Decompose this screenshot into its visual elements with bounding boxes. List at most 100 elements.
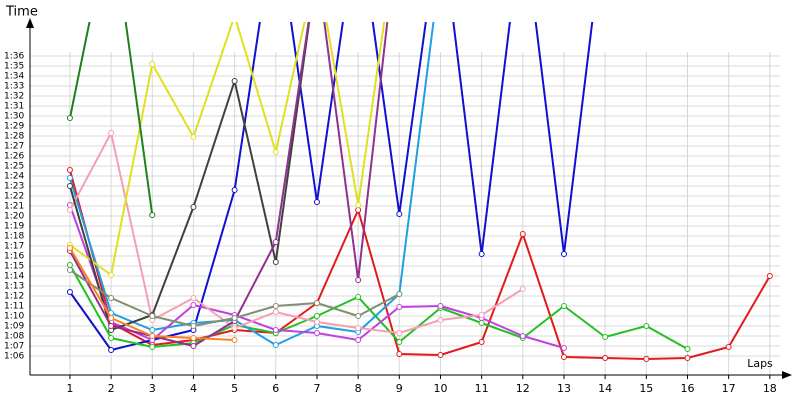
- data-point: [190, 335, 197, 341]
- y-tick-label: 1:34: [4, 72, 24, 82]
- y-tick-label: 1:10: [4, 312, 24, 322]
- series-line: [68, 169, 771, 360]
- y-tick-label: 1:33: [4, 82, 24, 92]
- data-point: [643, 356, 650, 362]
- data-point: [149, 313, 156, 319]
- data-point: [108, 323, 115, 329]
- data-point: [437, 317, 444, 323]
- data-point: [560, 354, 567, 360]
- y-tick-label: 1:15: [4, 262, 24, 272]
- y-tick-label: 1:13: [4, 282, 24, 292]
- data-point: [66, 289, 73, 295]
- y-tick-label: 1:19: [4, 222, 24, 232]
- x-tick-label: 5: [231, 382, 238, 395]
- data-point: [108, 130, 115, 136]
- x-tick-label: 18: [763, 382, 777, 395]
- data-point: [396, 351, 403, 357]
- data-point: [231, 78, 238, 84]
- data-point: [560, 303, 567, 309]
- x-tick-label: 13: [557, 382, 571, 395]
- series-line: [69, 132, 524, 334]
- data-point: [437, 352, 444, 358]
- data-point: [190, 302, 197, 308]
- data-point: [108, 272, 115, 278]
- data-point: [190, 204, 197, 210]
- data-point: [313, 199, 320, 205]
- series-line: [69, 22, 386, 276]
- data-point: [396, 211, 403, 217]
- data-point: [149, 327, 156, 333]
- data-point: [272, 303, 279, 309]
- data-point: [272, 149, 279, 155]
- y-tick-label: 1:31: [4, 102, 24, 112]
- data-point: [396, 304, 403, 310]
- x-tick-label: 14: [598, 382, 612, 395]
- y-tick-label: 1:21: [4, 202, 24, 212]
- data-point: [313, 313, 320, 319]
- data-point: [66, 207, 73, 213]
- y-tick-label: 1:11: [4, 302, 24, 312]
- data-point: [272, 239, 279, 245]
- y-tick-label: 1:06: [4, 352, 24, 362]
- data-point: [272, 309, 279, 315]
- y-tick-label: 1:07: [4, 342, 24, 352]
- data-point: [355, 325, 362, 331]
- data-point: [519, 231, 526, 237]
- x-tick-label: 2: [108, 382, 115, 395]
- data-point: [66, 183, 73, 189]
- y-arrow: [26, 18, 34, 28]
- data-point: [396, 339, 403, 345]
- data-point: [560, 345, 567, 351]
- y-tick-label: 1:18: [4, 232, 24, 242]
- data-point: [355, 277, 362, 283]
- data-point: [231, 187, 238, 193]
- data-point: [272, 259, 279, 265]
- y-tick-label: 1:17: [4, 242, 24, 252]
- data-point: [602, 355, 609, 361]
- data-point: [66, 262, 73, 268]
- x-tick-label: 17: [722, 382, 736, 395]
- data-point: [190, 134, 197, 140]
- data-point: [149, 212, 156, 218]
- data-point: [643, 323, 650, 329]
- y-tick-label: 1:24: [4, 172, 24, 182]
- data-point: [231, 315, 238, 321]
- data-point: [355, 294, 362, 300]
- y-tick-label: 1:12: [4, 292, 24, 302]
- x-tick-label: 16: [680, 382, 694, 395]
- data-point: [66, 167, 73, 173]
- data-point: [108, 315, 115, 321]
- data-point: [231, 337, 238, 343]
- y-tick-label: 1:32: [4, 92, 24, 102]
- data-point: [396, 291, 403, 297]
- y-tick-label: 1:26: [4, 152, 24, 162]
- data-point: [108, 335, 115, 341]
- data-point: [231, 325, 238, 331]
- data-point: [478, 251, 485, 257]
- x-tick-label: 8: [355, 382, 362, 395]
- y-tick-label: 1:30: [4, 112, 24, 122]
- x-tick-label: 9: [396, 382, 403, 395]
- x-tick-label: 6: [272, 382, 279, 395]
- data-point: [478, 320, 485, 326]
- data-point: [149, 333, 156, 339]
- y-tick-label: 1:23: [4, 182, 24, 192]
- data-point: [108, 347, 115, 353]
- y-tick-label: 1:29: [4, 122, 24, 132]
- x-tick-label: 3: [149, 382, 156, 395]
- x-tick-label: 11: [475, 382, 489, 395]
- y-tick-label: 1:27: [4, 142, 24, 152]
- y-tick-label: 1:28: [4, 132, 24, 142]
- series-line: [68, 22, 154, 216]
- data-point: [684, 346, 691, 352]
- y-tick-label: 1:22: [4, 192, 24, 202]
- data-point: [190, 295, 197, 301]
- data-point: [355, 337, 362, 343]
- x-tick-label: 15: [639, 382, 653, 395]
- x-arrow: [782, 371, 792, 379]
- y-tick-label: 1:09: [4, 322, 24, 332]
- plot-area: [66, 22, 773, 362]
- data-point: [684, 355, 691, 361]
- data-point: [313, 330, 320, 336]
